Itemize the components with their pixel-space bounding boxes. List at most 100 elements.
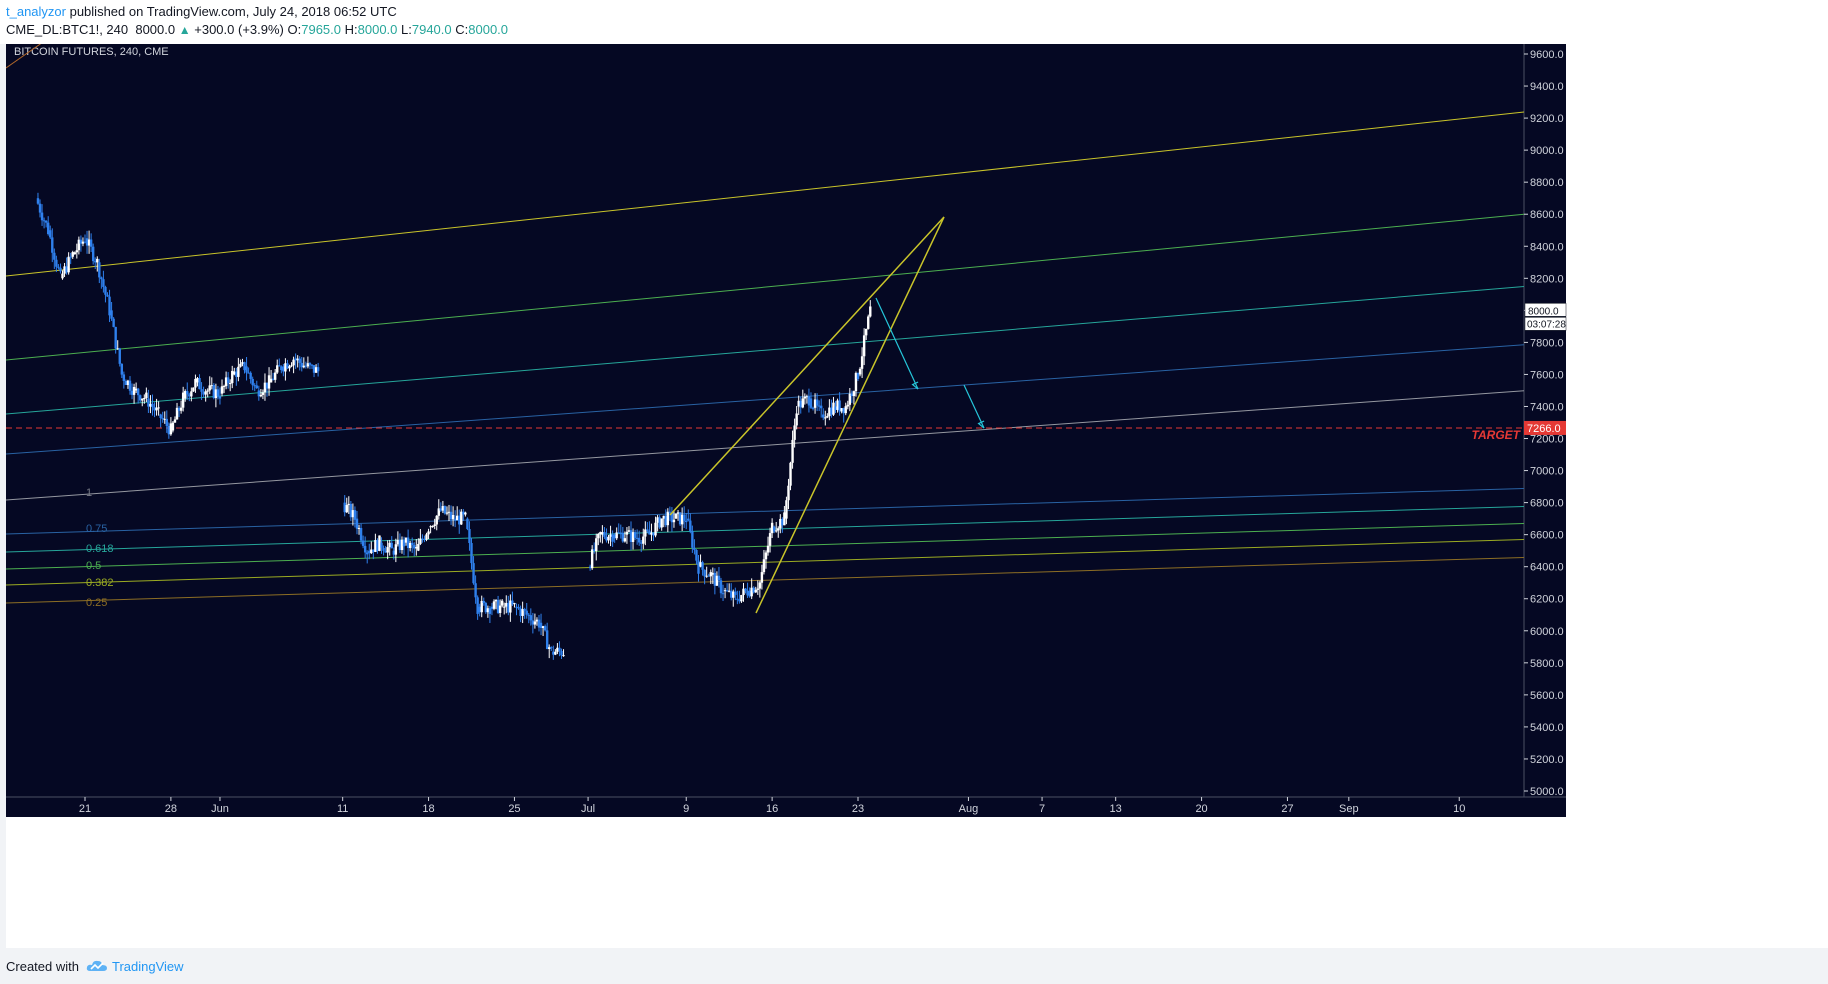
current-price-label: 8000.0 (1528, 306, 1559, 317)
candle-body (848, 393, 852, 405)
candle-body (100, 277, 103, 280)
candle-body (257, 390, 261, 397)
candle-body (766, 545, 770, 553)
candle-body (294, 358, 297, 361)
y-tick-label: 5400.0 (1530, 722, 1564, 734)
candle-body (590, 549, 594, 569)
candle-body (672, 519, 676, 523)
y-tick-label: 6800.0 (1530, 498, 1564, 510)
candle-body (815, 399, 819, 406)
candle-body (143, 398, 146, 400)
candle-body (832, 402, 835, 415)
author-link[interactable]: t_analyzor (6, 4, 66, 19)
candle-body (421, 538, 424, 540)
candle-body (674, 513, 678, 519)
candle-body (316, 367, 320, 372)
arrow-down-1-shaft (875, 297, 919, 390)
candle-body (400, 539, 404, 551)
candle-body (145, 392, 148, 399)
candle-body (63, 266, 66, 274)
candle-body (153, 407, 156, 411)
candle-body (648, 530, 651, 535)
rising-wedge (669, 216, 945, 614)
high-value: 8000.0 (357, 22, 398, 37)
candle-body (151, 403, 154, 408)
tradingview-logo-link[interactable]: TradingView (86, 959, 184, 974)
fib-label: 0.25 (86, 597, 107, 609)
candle-body (840, 408, 843, 412)
candle-body (754, 589, 757, 593)
y-tick-label: 7000.0 (1530, 466, 1564, 478)
candle-body (531, 620, 535, 625)
x-tick-label: 27 (1281, 803, 1293, 815)
candle-body (595, 538, 598, 552)
candle-body (650, 532, 653, 535)
x-tick-label: 23 (852, 803, 864, 815)
candle-body (396, 539, 400, 545)
candle-body (750, 587, 753, 597)
price-chart[interactable]: BITCOIN FUTURES, 240, CME 5000.0 5200.0 540… (5, 0, 1828, 948)
y-tick-label: 6400.0 (1530, 562, 1564, 574)
candle-body (302, 365, 306, 368)
candle-body (282, 366, 285, 372)
candle-body (134, 388, 138, 391)
candle-body (637, 537, 641, 543)
candle-body (629, 530, 633, 542)
x-tick-label: Sep (1339, 803, 1359, 815)
y-tick-label: 7600.0 (1530, 369, 1564, 381)
candle-body (290, 365, 293, 367)
candle-body (55, 259, 58, 267)
candle-body (163, 418, 166, 420)
candle-body (349, 503, 353, 518)
candle-body (292, 359, 295, 366)
channel-line (5, 390, 1525, 501)
arrow-down-2-head (977, 420, 985, 429)
candle-body (253, 385, 256, 387)
price-change: +300.0 (+3.9%) (194, 22, 284, 37)
fib-labels: 1 0.75 0.618 0.5 0.382 0.25 (86, 487, 114, 609)
candle-body (685, 520, 688, 523)
candle-body (366, 552, 369, 555)
candle-body (805, 396, 809, 398)
candle-body (838, 400, 841, 412)
candle-body (652, 532, 655, 536)
candle-body (682, 514, 686, 521)
candle-body (378, 535, 381, 551)
candle-body (811, 407, 815, 409)
candle-body (114, 326, 117, 349)
candle-body (820, 405, 823, 409)
candle-body (265, 382, 269, 389)
candle-body (525, 610, 528, 615)
candle-body (390, 542, 393, 549)
candle-body (177, 407, 181, 411)
candle-body (231, 370, 234, 384)
candle-body (764, 552, 768, 560)
candle-body (241, 362, 244, 364)
candle-body (425, 534, 428, 540)
candle-body (721, 593, 725, 595)
candle-body (237, 366, 240, 377)
candle-body (235, 371, 238, 377)
symbol-info: CME_DL:BTC1!, 240 8000.0 ▲ +300.0 (+3.9%… (6, 22, 508, 37)
y-tick-label: 9600.0 (1530, 49, 1564, 61)
close-value: 8000.0 (468, 22, 509, 37)
y-tick-label: 5200.0 (1530, 754, 1564, 766)
candle-body (53, 252, 56, 260)
candle-body (374, 540, 377, 552)
candle-body (476, 597, 479, 614)
candle-body (108, 296, 111, 316)
candle-body (439, 508, 443, 511)
candle-body (623, 538, 627, 542)
y-tick-label: 9000.0 (1530, 145, 1564, 157)
candle-body (558, 647, 561, 651)
chart-container[interactable]: BITCOIN FUTURES, 240, CME 5000.0 5200.0 540… (5, 0, 1828, 948)
candle-body (762, 559, 766, 573)
y-tick-label: 7200.0 (1530, 434, 1564, 446)
x-tick-label: 18 (422, 803, 434, 815)
candle-body (752, 587, 755, 593)
candle-body (779, 518, 782, 529)
candle-body (155, 407, 158, 411)
candle-body (605, 536, 608, 541)
candle-body (660, 518, 663, 528)
candle-body (116, 348, 119, 350)
